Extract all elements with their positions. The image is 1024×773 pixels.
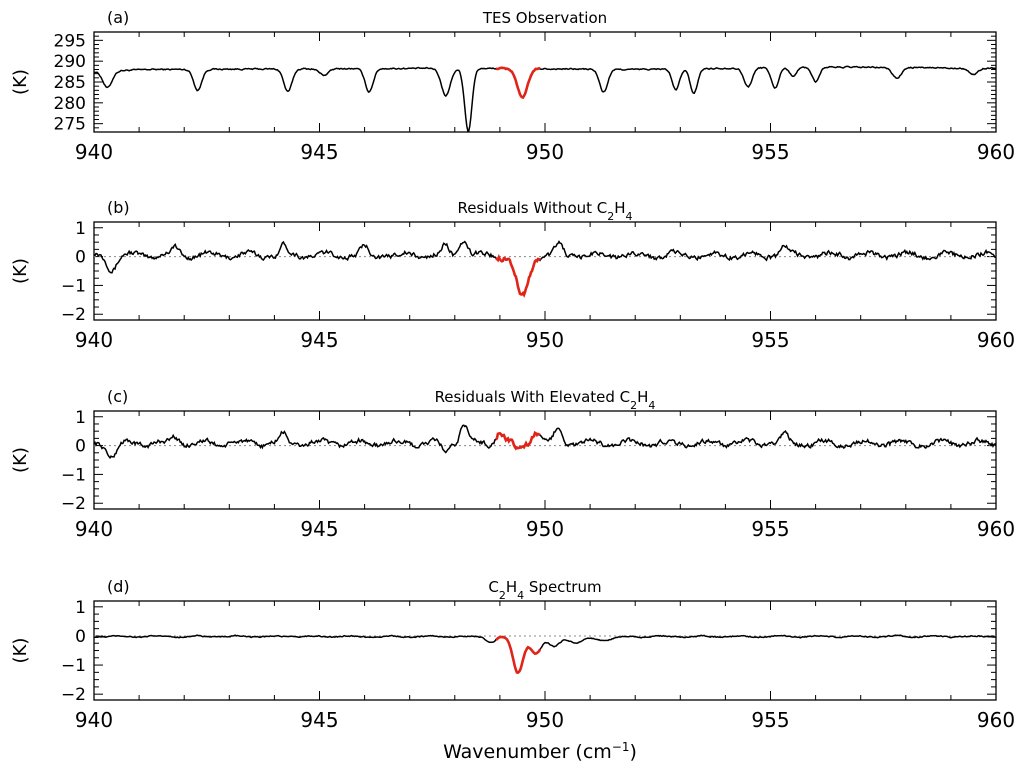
y-tick-label: −2 (61, 685, 86, 705)
panel-title: TES Observation (482, 9, 607, 27)
series-line (94, 65, 996, 132)
series-line (94, 634, 996, 674)
y-axis-label: (K) (10, 638, 31, 664)
y-tick-label: 285 (54, 73, 86, 93)
x-tick-label: 955 (751, 140, 789, 164)
x-tick-label: 960 (977, 708, 1015, 732)
panel-letter: (b) (107, 198, 130, 217)
title-text: H (614, 199, 625, 217)
y-tick-label: −1 (61, 465, 86, 485)
y-axis-label: (K) (10, 447, 31, 473)
title-subscript: 4 (517, 589, 524, 602)
y-tick-label: 280 (54, 94, 86, 114)
y-tick-label: −1 (61, 276, 86, 296)
panel-c: 940 945 950 955 960 −2 −1 0 1 (K) (c) Residuals Wit… (10, 387, 1015, 541)
panel-letter: (d) (107, 577, 130, 596)
x-tick-label: 950 (526, 328, 564, 352)
x-axis-label: Wavenumber (cm−1) (443, 740, 637, 763)
title-text: H (506, 578, 517, 596)
panel-title: C2H4 Spectrum (488, 578, 601, 602)
y-tick-label: 1 (75, 408, 86, 428)
y-tick-label: 290 (54, 52, 86, 72)
panel-title: Residuals Without C2H4 (457, 199, 632, 223)
x-tick-label: 960 (977, 328, 1015, 352)
x-tick-label: 955 (751, 517, 789, 541)
highlight-segment (494, 430, 541, 451)
y-axis-label: (K) (10, 69, 31, 95)
title-text: Residuals With Elevated C (435, 388, 631, 406)
panel-letter: (c) (107, 387, 128, 406)
x-tick-label: 945 (300, 328, 338, 352)
panel-letter: (a) (107, 8, 129, 27)
title-subscript: 2 (607, 210, 614, 223)
title-subscript: 4 (648, 399, 655, 412)
x-tick-label: 940 (75, 517, 113, 541)
highlight-segment (495, 66, 541, 100)
highlight-segment (494, 254, 541, 298)
panel-d: 940 945 950 955 960 −2 −1 0 1 (K) (d) C2H4 Spectrum (10, 577, 1015, 732)
y-tick-label: 1 (75, 598, 86, 618)
x-tick-label: 945 (300, 140, 338, 164)
x-axis-label-superscript: −1 (612, 740, 630, 754)
plot-frame (93, 31, 997, 133)
title-subscript: 4 (626, 210, 633, 223)
y-tick-label: −2 (61, 494, 86, 514)
y-tick-label: 295 (54, 31, 86, 51)
x-tick-label: 960 (977, 140, 1015, 164)
title-text: TES Observation (482, 9, 607, 27)
y-tick-label: 0 (75, 437, 86, 457)
plot-frame (93, 410, 997, 510)
title-subscript: 2 (499, 589, 506, 602)
title-text: Residuals Without C (457, 199, 607, 217)
x-axis-label-text: Wavenumber (cm (443, 741, 612, 763)
x-tick-label: 950 (526, 708, 564, 732)
x-tick-label: 955 (751, 708, 789, 732)
y-tick-label: 0 (75, 248, 86, 268)
y-tick-label: 1 (75, 219, 86, 239)
x-tick-label: 940 (75, 708, 113, 732)
x-tick-label: 940 (75, 140, 113, 164)
title-text: H (637, 388, 648, 406)
y-tick-label: −1 (61, 656, 86, 676)
highlight-segment (495, 635, 542, 675)
panel-title: Residuals With Elevated C2H4 (435, 388, 656, 412)
x-tick-label: 940 (75, 328, 113, 352)
y-tick-label: 0 (75, 627, 86, 647)
series-line (94, 424, 996, 460)
y-tick-label: −2 (61, 305, 86, 325)
title-text: C (488, 578, 498, 596)
x-tick-label: 945 (300, 517, 338, 541)
x-axis-label-text: ) (630, 741, 637, 763)
panel-b: 940 945 950 955 960 −2 −1 0 1 (K) (b) Residuals Wit… (10, 198, 1015, 352)
plot-frame (93, 221, 997, 321)
plot-frame (93, 600, 997, 701)
series-line (94, 240, 996, 297)
title-text: Spectrum (524, 578, 601, 596)
x-tick-label: 955 (751, 328, 789, 352)
x-tick-label: 950 (526, 517, 564, 541)
title-subscript: 2 (630, 399, 637, 412)
y-tick-label: 275 (54, 115, 86, 135)
x-tick-label: 960 (977, 517, 1015, 541)
x-tick-label: 945 (300, 708, 338, 732)
y-axis-label: (K) (10, 258, 31, 284)
x-tick-label: 950 (526, 140, 564, 164)
